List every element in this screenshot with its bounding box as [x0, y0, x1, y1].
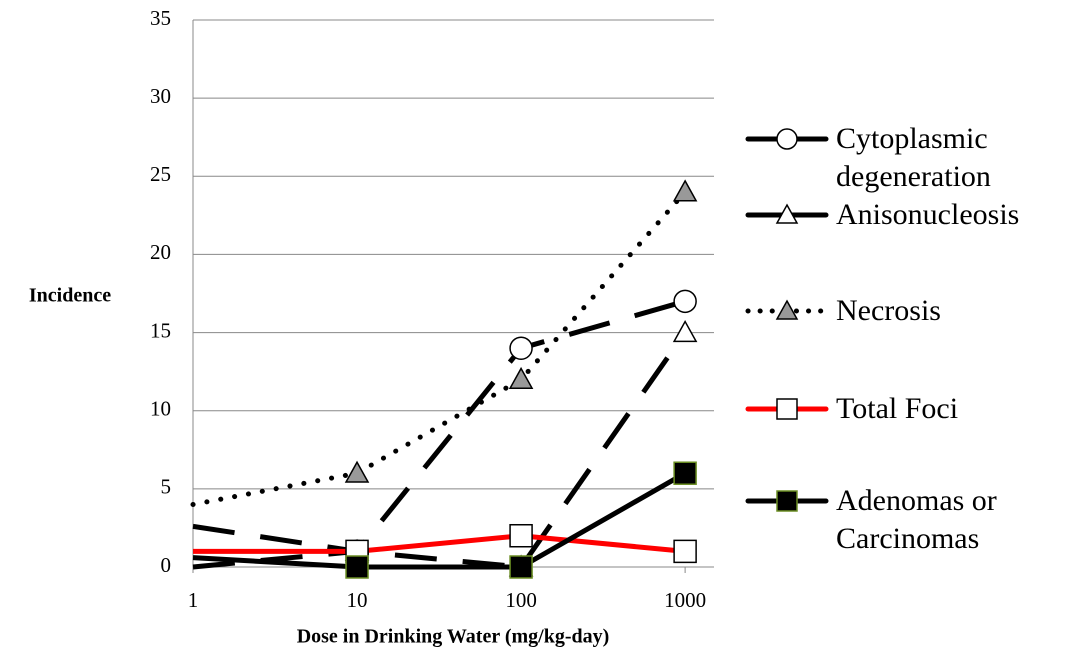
series-line	[190, 189, 688, 507]
legend-label: Necrosis	[836, 294, 941, 327]
x-tick-label: 1000	[664, 588, 706, 612]
marker	[776, 128, 798, 150]
chart: Incidence Dose in Drinking Water (mg/kg-…	[29, 6, 714, 648]
marker	[775, 299, 799, 320]
marker	[509, 336, 533, 360]
y-tick-label: 20	[150, 240, 171, 264]
legend-symbol	[745, 203, 829, 224]
x-axis-label: Dose in Drinking Water (mg/kg-day)	[297, 626, 610, 648]
marker	[345, 555, 369, 579]
y-tick-label: 0	[161, 553, 172, 577]
marker	[776, 398, 798, 420]
legend-item: Adenomas or Carcinomas	[740, 482, 1086, 558]
y-tick-label: 10	[150, 397, 171, 421]
marker	[775, 203, 799, 224]
legend-label: Cytoplasmic degeneration	[836, 122, 991, 193]
y-tick-label: 15	[150, 318, 171, 342]
legend-symbol	[745, 398, 829, 420]
marker	[509, 555, 533, 579]
y-tick-label: 30	[150, 84, 171, 108]
y-tick-label: 5	[161, 475, 172, 499]
legend-item: Total Foci	[740, 390, 1086, 428]
marker	[509, 523, 533, 548]
series-line	[192, 331, 688, 570]
marker	[508, 366, 534, 390]
marker	[776, 490, 798, 512]
legend-item: Anisonucleosis	[740, 196, 1086, 234]
legend-symbol	[745, 128, 829, 150]
marker	[344, 460, 370, 483]
y-tick-label: 25	[150, 162, 171, 186]
x-tick-label: 10	[347, 588, 368, 612]
legend-item: Necrosis	[740, 292, 1086, 330]
marker	[672, 320, 698, 343]
marker	[673, 539, 697, 564]
legend-label: Total Foci	[836, 392, 959, 425]
series-line	[192, 471, 687, 570]
x-tick-label: 1	[188, 588, 199, 612]
legend-symbol	[745, 299, 829, 320]
marker	[673, 289, 697, 314]
y-tick-label: 35	[150, 6, 171, 30]
legend-label: Anisonucleosis	[836, 198, 1020, 231]
y-axis-label: Incidence	[29, 285, 111, 307]
marker	[673, 461, 697, 485]
series-line	[193, 533, 686, 554]
series-line	[192, 298, 686, 570]
legend-item: Cytoplasmic degeneration	[740, 120, 1086, 196]
legend-label: Adenomas or Carcinomas	[836, 484, 997, 555]
x-tick-label: 100	[505, 588, 537, 612]
marker	[672, 179, 698, 202]
legend-symbol	[745, 490, 829, 512]
